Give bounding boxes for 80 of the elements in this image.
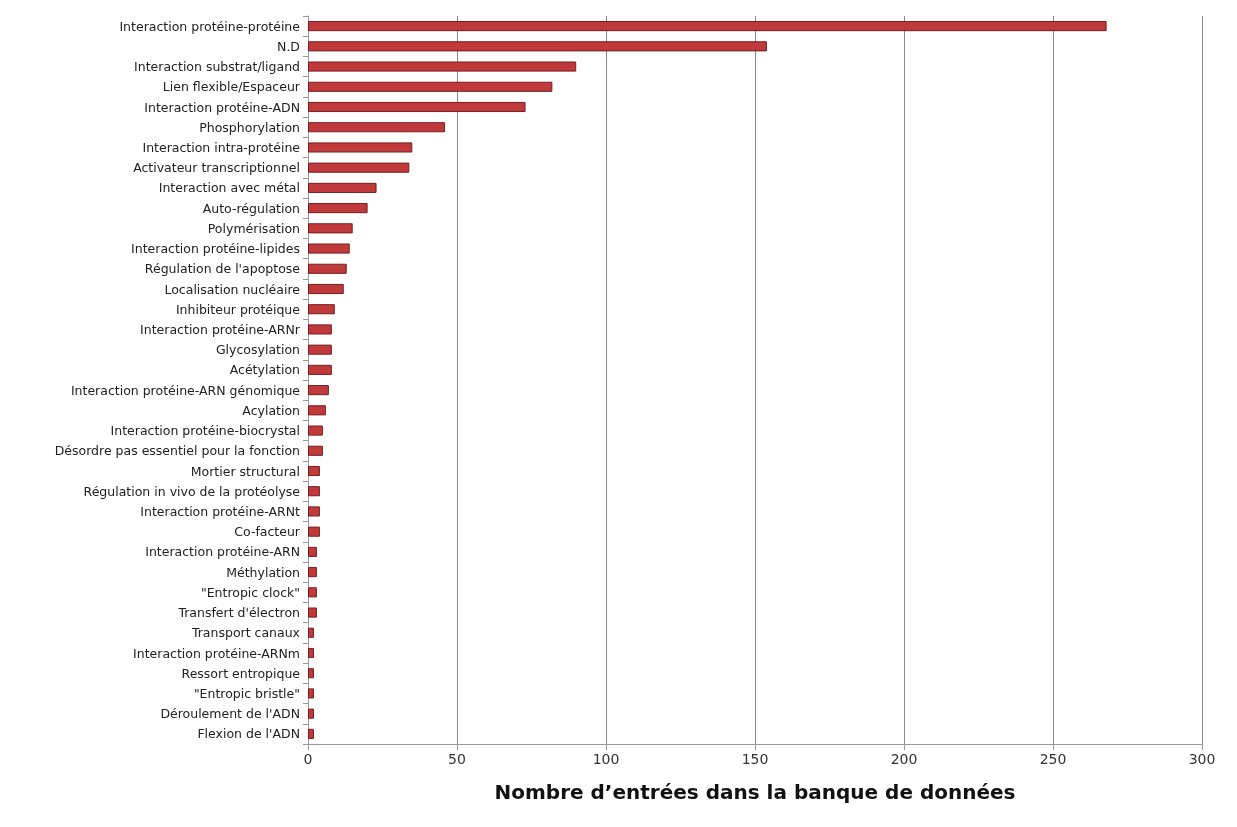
- y-tick-label: Localisation nucléaire: [164, 281, 301, 297]
- y-tick-label: Acétylation: [229, 362, 300, 378]
- bar: [308, 203, 368, 214]
- bar: [308, 405, 326, 416]
- bar: [308, 567, 317, 578]
- bar: [308, 385, 329, 396]
- bar: [308, 61, 577, 72]
- bar: [308, 627, 314, 638]
- y-tick-label: Interaction protéine-ADN: [144, 99, 300, 115]
- y-tick-label: Activateur transcriptionnel: [133, 160, 300, 176]
- bar: [308, 81, 553, 92]
- bar: [308, 647, 314, 659]
- x-tick-label: 50: [448, 751, 466, 767]
- bar: [308, 526, 320, 537]
- y-tick-label: Interaction protéine-lipides: [131, 241, 300, 257]
- y-tick-label: Acylation: [242, 402, 300, 418]
- x-tick-label: 0: [303, 751, 313, 767]
- x-tick-label: 100: [592, 751, 620, 767]
- bar: [308, 465, 320, 477]
- bar: [308, 728, 314, 739]
- y-tick-label: Transfert d'électron: [177, 605, 300, 621]
- y-tick-label: Déroulement de l'ADN: [160, 706, 300, 722]
- x-tick-label: 200: [890, 751, 918, 767]
- bar: [308, 243, 350, 254]
- y-tick-label: Ressort entropique: [181, 665, 301, 681]
- bar: [308, 425, 323, 436]
- bar: [308, 41, 767, 52]
- bar: [308, 668, 314, 679]
- bar: [308, 708, 314, 719]
- y-tick-label: Interaction protéine-protéine: [119, 18, 301, 34]
- y-tick-label: Interaction protéine-ARN génomique: [70, 382, 301, 398]
- y-tick-label: Interaction protéine-ARNm: [133, 645, 300, 661]
- y-tick-label: N.D: [277, 38, 300, 54]
- y-tick-label: Interaction protéine-ARNt: [140, 503, 301, 519]
- bar: [308, 506, 320, 517]
- y-tick-label: "Entropic clock": [200, 584, 300, 600]
- y-tick-label: Interaction protéine-biocrystal: [110, 423, 300, 439]
- y-tick-label: Polymérisation: [207, 220, 300, 236]
- y-tick-label: Interaction intra-protéine: [142, 139, 301, 155]
- bar: [308, 142, 413, 153]
- y-tick-label: "Entropic bristle": [193, 685, 300, 701]
- bar: [308, 223, 353, 234]
- bar: [308, 304, 335, 315]
- y-tick-label: Inhibiteur protéique: [175, 301, 301, 317]
- bar: [308, 182, 377, 193]
- y-tick-label: Méthylation: [226, 564, 300, 580]
- y-tick-label: Interaction protéine-ARNr: [140, 321, 301, 337]
- y-tick-label: Désordre pas essentiel pour la fonction: [54, 443, 300, 459]
- bar: [308, 324, 332, 335]
- bar: [308, 486, 320, 497]
- x-axis-title: Nombre d’entrées dans la banque de données: [494, 780, 1016, 804]
- x-tick-label: 250: [1039, 751, 1067, 767]
- bar: [308, 587, 317, 598]
- bar: [308, 21, 1107, 32]
- bar: [308, 101, 526, 113]
- bar: [308, 162, 410, 173]
- y-tick-label: Lien flexible/Espaceur: [162, 79, 301, 95]
- y-tick-label: Interaction avec métal: [158, 180, 300, 196]
- y-tick-label: Régulation in vivo de la protéolyse: [83, 483, 301, 499]
- bar: [308, 263, 347, 274]
- bar: [308, 344, 332, 355]
- y-tick-label: Mortier structural: [190, 463, 300, 479]
- y-tick-label: Régulation de l'apoptose: [144, 261, 301, 277]
- y-tick-label: Interaction substrat/ligand: [134, 59, 300, 75]
- bar: [308, 364, 332, 375]
- y-tick-label: Phosphorylation: [199, 119, 300, 135]
- x-tick-label: 300: [1188, 751, 1216, 767]
- y-tick-label: Flexion de l'ADN: [197, 726, 300, 742]
- y-tick-label: Transport canaux: [190, 625, 300, 641]
- y-tick-label: Co-facteur: [234, 524, 301, 540]
- bar: [308, 546, 317, 557]
- bar: [308, 283, 344, 295]
- x-tick-label: 150: [741, 751, 769, 767]
- bar: [308, 607, 317, 618]
- y-tick-label: Glycosylation: [215, 342, 300, 358]
- y-tick-label: Auto-régulation: [202, 200, 300, 216]
- bar: [308, 688, 314, 699]
- bar: [308, 122, 446, 133]
- bar: [308, 445, 323, 456]
- y-tick-label: Interaction protéine-ARN: [145, 544, 300, 560]
